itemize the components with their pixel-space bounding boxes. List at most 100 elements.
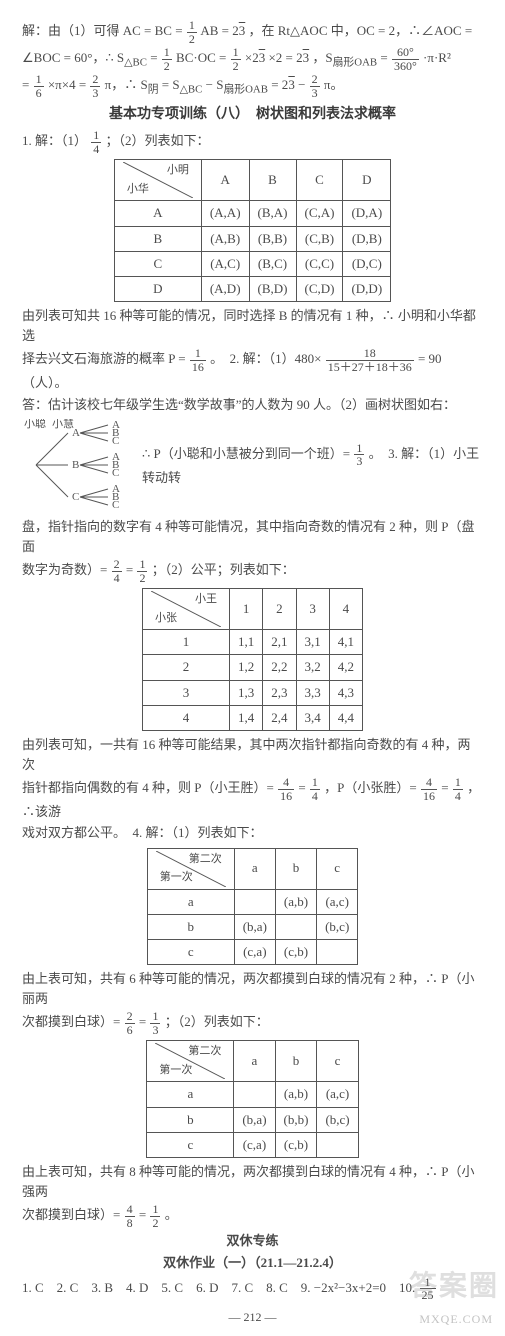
row-header: 3 <box>143 680 230 705</box>
cell: (C,D) <box>296 276 343 301</box>
tree-row: 小聪小慧 ABC ABC ABC ABC ∴ P（小聪和小慧被分到同一个班）= … <box>22 419 483 511</box>
cell: 3,2 <box>296 655 329 680</box>
frac: 1815＋27＋18＋36 <box>326 347 414 373</box>
cell: (D,C) <box>343 251 391 276</box>
t: = <box>22 77 33 92</box>
cell: 4,1 <box>329 630 362 655</box>
q3-table: 小王小张 123411,12,13,14,121,22,23,24,231,32… <box>142 588 363 731</box>
cell <box>234 889 275 914</box>
cell: 4,4 <box>329 705 362 730</box>
t: 数字为奇数）= <box>22 562 111 577</box>
dual-answers: 1. C 2. C 3. B 4. D 5. C 6. D 7. C 8. C … <box>22 1276 483 1302</box>
col-header: B <box>249 160 296 201</box>
cell: (c,b) <box>275 939 316 964</box>
cell: (D,B) <box>343 226 391 251</box>
row-header: 4 <box>143 705 230 730</box>
frac: 12 <box>187 19 197 45</box>
intro-line2: ∠BOC = 60°，∴ S△BC = 12 BC·OC = 12 ×23 ×2… <box>22 46 483 72</box>
col-header: 4 <box>329 589 362 630</box>
cell: 4,3 <box>329 680 362 705</box>
q3-post3: 戏对双方都公平。 4. 解：（1）列表如下： <box>22 823 483 843</box>
col-header: 1 <box>230 589 263 630</box>
cell: (C,B) <box>296 226 343 251</box>
t: − S <box>206 77 224 92</box>
svg-text:小聪: 小聪 <box>24 419 46 430</box>
q4-post1: 由上表可知，共有 6 种等可能的情况，两次都摸到白球的情况有 2 种，∴ P（小… <box>22 969 483 1009</box>
frac: 48 <box>125 1203 135 1229</box>
svg-text:小慧: 小慧 <box>52 419 74 430</box>
frac: 23 <box>90 73 100 99</box>
t: 1. C 2. C 3. B 4. D 5. C 6. D 7. C 8. C … <box>22 1280 419 1295</box>
t: ；（2）公平；列表如下： <box>152 562 295 577</box>
sub: 阴 <box>148 84 159 96</box>
cell: (C,C) <box>296 251 343 276</box>
cell: (a,c) <box>317 1082 358 1107</box>
t: = <box>380 50 391 65</box>
frac: 12 <box>231 46 241 72</box>
frac: 14 <box>310 776 320 802</box>
q1-post1: 由列表可知共 16 种等可能的情况，同时选择 B 的情况有 1 种，∴ 小明和小… <box>22 306 483 346</box>
row-header: A <box>114 201 201 226</box>
row-header: a <box>147 889 234 914</box>
frac: 24 <box>112 558 122 584</box>
cell: (a,b) <box>275 1082 317 1107</box>
col-header: C <box>296 160 343 201</box>
cell: (A,D) <box>201 276 249 301</box>
col-header: a <box>234 1041 275 1082</box>
dual-title1: 双休专练 <box>22 1231 483 1251</box>
t: 解：由（1）可得 AC = BC = <box>22 23 186 38</box>
q3-post2: 指针都指向偶数的有 4 种，则 P（小王胜）= 416 = 14 ，P（小张胜）… <box>22 776 483 822</box>
cell: 1,1 <box>230 630 263 655</box>
svg-text:C: C <box>72 491 79 503</box>
cell: (A,C) <box>201 251 249 276</box>
svg-text:A: A <box>72 427 80 439</box>
t: ×2 <box>245 50 259 65</box>
t: = <box>126 562 137 577</box>
row-header: 1 <box>143 630 230 655</box>
t: 次都摸到白球）= <box>22 1014 124 1029</box>
cell: (B,B) <box>249 226 296 251</box>
q1-table: 小明小华 ABCDA(A,A)(B,A)(C,A)(D,A)B(A,B)(B,B… <box>114 159 391 302</box>
tree-diagram: 小聪小慧 ABC ABC ABC ABC <box>22 419 142 511</box>
cell: 1,3 <box>230 680 263 705</box>
frac: 13 <box>150 1010 160 1036</box>
col-header: 3 <box>296 589 329 630</box>
cell: 1,2 <box>230 655 263 680</box>
t: ，P（小张胜）= <box>324 780 420 795</box>
sqrt3: 3 <box>259 50 266 65</box>
svg-text:C: C <box>112 435 119 447</box>
cell: (D,D) <box>343 276 391 301</box>
page-number: — 212 — <box>22 1308 483 1327</box>
t: 指针都指向偶数的有 4 种，则 P（小王胜）= <box>22 780 277 795</box>
cell: (B,A) <box>249 201 296 226</box>
sub: 扇形OAB <box>223 84 268 96</box>
t: − <box>298 77 309 92</box>
intro-line3: = 16 ×π×4 = 23 π，∴ S阴 = S△BC − S扇形OAB = … <box>22 73 483 99</box>
row-header: D <box>114 276 201 301</box>
row-header: C <box>114 251 201 276</box>
frac: 13 <box>354 442 364 468</box>
sub: △BC <box>124 57 147 69</box>
cell: (C,A) <box>296 201 343 226</box>
q1-post3: 答：估计该校七年级学生选“数学故事”的人数为 90 人。（2）画树状图如右： <box>22 395 483 415</box>
cell: 2,4 <box>263 705 296 730</box>
cell: (b,b) <box>275 1107 317 1132</box>
row-header: c <box>147 1132 234 1157</box>
t: = 2 <box>271 77 288 92</box>
cell: (a,b) <box>275 889 316 914</box>
sqrt3: 3 <box>288 77 295 92</box>
q3-line2: 数字为奇数）= 24 = 12 ；（2）公平；列表如下： <box>22 558 483 584</box>
cell <box>234 1082 275 1107</box>
t: ；（2）列表如下： <box>106 133 210 148</box>
cell: 1,4 <box>230 705 263 730</box>
cell: (b,a) <box>234 1107 275 1132</box>
row-header: b <box>147 1107 234 1132</box>
frac: 116 <box>190 347 206 373</box>
frac: 14 <box>453 776 463 802</box>
svg-text:B: B <box>72 459 79 471</box>
q1-post2: 择去兴文石海旅游的概率 P = 116 。 2. 解：（1）480× 1815＋… <box>22 347 483 393</box>
cell: 4,2 <box>329 655 362 680</box>
frac: 26 <box>125 1010 135 1036</box>
cell: 3,1 <box>296 630 329 655</box>
cell: 3,3 <box>296 680 329 705</box>
